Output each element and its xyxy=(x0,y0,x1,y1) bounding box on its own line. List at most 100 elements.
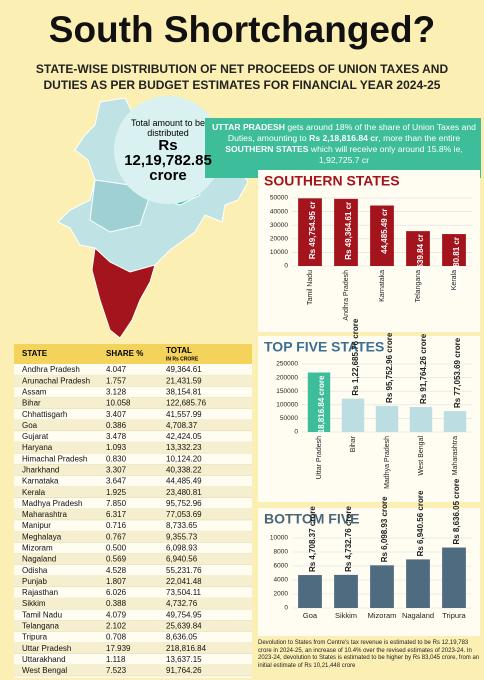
table-cell: Odisha xyxy=(22,566,48,575)
table-cell: 8,636.05 xyxy=(166,633,198,642)
table-cell: 3.307 xyxy=(106,465,127,474)
amount-circle xyxy=(114,96,222,204)
y-tick-label: 40000 xyxy=(270,208,288,215)
table-cell: 0.388 xyxy=(106,599,127,608)
table-cell: 23,480.81 xyxy=(166,488,202,497)
value-label: Rs 6,940.56 crore xyxy=(416,490,425,556)
table-cell: Arunachal Pradesh xyxy=(22,376,90,385)
table-row-bg xyxy=(14,620,252,632)
table-header: STATE xyxy=(22,349,48,358)
bar xyxy=(370,205,394,266)
bar xyxy=(442,234,466,266)
x-tick-label: Uttar Pradesh xyxy=(316,436,323,479)
table-cell: 1.093 xyxy=(106,443,127,452)
table-row-bg xyxy=(14,508,252,520)
y-tick-label: 10000 xyxy=(270,249,288,256)
table-cell: 2.102 xyxy=(106,621,127,630)
table-cell: Madhya Pradesh xyxy=(22,499,82,508)
x-tick-label: West Bengal xyxy=(418,436,425,476)
table-header-row xyxy=(14,344,252,364)
table-cell: Mizoram xyxy=(22,543,53,552)
table-cell: 40,338.22 xyxy=(166,465,202,474)
y-tick-label: 50000 xyxy=(270,195,288,202)
table-cell: Jharkhand xyxy=(22,465,59,474)
bar xyxy=(442,547,466,608)
y-tick-label: 10000 xyxy=(270,535,288,542)
y-tick-label: 200000 xyxy=(276,374,298,381)
x-tick-label: Tamil Nadu xyxy=(307,270,314,305)
chart-title: SOUTHERN STATES xyxy=(264,173,400,189)
y-tick-label: 20000 xyxy=(270,236,288,243)
table-cell: 17.939 xyxy=(106,644,131,653)
table-cell: Maharashtra xyxy=(22,510,67,519)
x-tick-label: Mizoram xyxy=(368,611,397,620)
table-cell: Uttarakhand xyxy=(22,655,66,664)
table-row-bg xyxy=(14,375,252,387)
y-tick-label: 250000 xyxy=(276,361,298,368)
table-cell: Kerala xyxy=(22,488,46,497)
table-cell: 6.026 xyxy=(106,588,127,597)
bar xyxy=(406,231,430,266)
table-cell: Goa xyxy=(22,421,38,430)
value-label: Rs 77,053.69 crore xyxy=(453,337,462,408)
bar xyxy=(298,198,322,266)
table-cell: Nagaland xyxy=(22,555,56,564)
table-cell: 13,332.23 xyxy=(166,443,202,452)
table-cell: Karnataka xyxy=(22,477,59,486)
callout-box xyxy=(205,118,481,178)
value-label: Rs 95,752.96 crore xyxy=(385,332,394,403)
amount-label: Total amount to be distributed xyxy=(130,118,206,138)
table-cell: Andhra Pradesh xyxy=(22,365,80,374)
table-cell: 10,124.20 xyxy=(166,454,202,463)
x-tick-label: Madhya Pradesh xyxy=(384,436,391,489)
table-cell: 0.386 xyxy=(106,421,127,430)
table-row-bg xyxy=(14,464,252,476)
value-label: Rs 4,708.37 crore xyxy=(308,506,317,572)
x-tick-label: Goa xyxy=(303,611,318,620)
table-cell: 3.128 xyxy=(106,387,127,396)
table-cell: 55,231.76 xyxy=(166,566,202,575)
bar xyxy=(370,565,394,608)
callout: UTTAR PRADESH gets around 18% of the sha… xyxy=(212,122,476,166)
subtitle: STATE-WISE DISTRIBUTION OF NET PROCEEDS … xyxy=(36,62,449,76)
table-cell: Meghalaya xyxy=(22,532,62,541)
table-cell: 49,754.95 xyxy=(166,610,202,619)
y-tick-label: 6000 xyxy=(274,563,289,570)
table-cell: 91,764.26 xyxy=(166,666,202,675)
x-tick-label: Telangana xyxy=(415,270,422,302)
table-cell: Bihar xyxy=(22,399,41,408)
table-cell: 6.317 xyxy=(106,510,127,519)
value-label: Rs 23,480.81 cr xyxy=(452,237,461,295)
table-row-bg xyxy=(14,531,252,543)
table-cell: Assam xyxy=(22,387,47,396)
bar xyxy=(307,372,331,432)
x-tick-label: Sikkim xyxy=(335,611,357,620)
table-cell: Himachal Pradesh xyxy=(22,454,87,463)
table-cell: 218,816.84 xyxy=(166,644,207,653)
footnote: Devolution to States from Centre's tax r… xyxy=(258,640,480,669)
table-row-bg xyxy=(14,486,252,498)
subtitle: DUTIES AS PER BUDGET ESTIMATES FOR FINAN… xyxy=(44,78,441,92)
table-cell: 8,733.65 xyxy=(166,521,198,530)
y-tick-label: 0 xyxy=(284,605,288,612)
table-cell: 0.830 xyxy=(106,454,127,463)
value-label: Rs 1,22,685.76 crore xyxy=(351,318,360,395)
table-header: IN Rs CRORE xyxy=(166,356,199,362)
table-cell: 122,685.76 xyxy=(166,399,207,408)
amount-note: Total amount to be distributed Rs 12,19,… xyxy=(122,118,214,183)
value-label: Rs 2,18,816.84 crore xyxy=(317,375,326,452)
table-cell: 6,098.93 xyxy=(166,543,198,552)
table-row-bg xyxy=(14,664,252,676)
title: South Shortchanged? xyxy=(49,9,435,50)
value-label: Rs 25,639.84 cr xyxy=(416,234,425,292)
table-cell: 1.925 xyxy=(106,488,127,497)
table-header: SHARE % xyxy=(106,349,143,358)
y-tick-label: 8000 xyxy=(274,549,289,556)
callout-strong: Rs 2,18,816.84 cr xyxy=(309,133,379,143)
table-cell: 4.047 xyxy=(106,365,127,374)
table-cell: Manipur xyxy=(22,521,51,530)
table-cell: 77,053.69 xyxy=(166,510,202,519)
table-cell: 3.407 xyxy=(106,410,127,419)
